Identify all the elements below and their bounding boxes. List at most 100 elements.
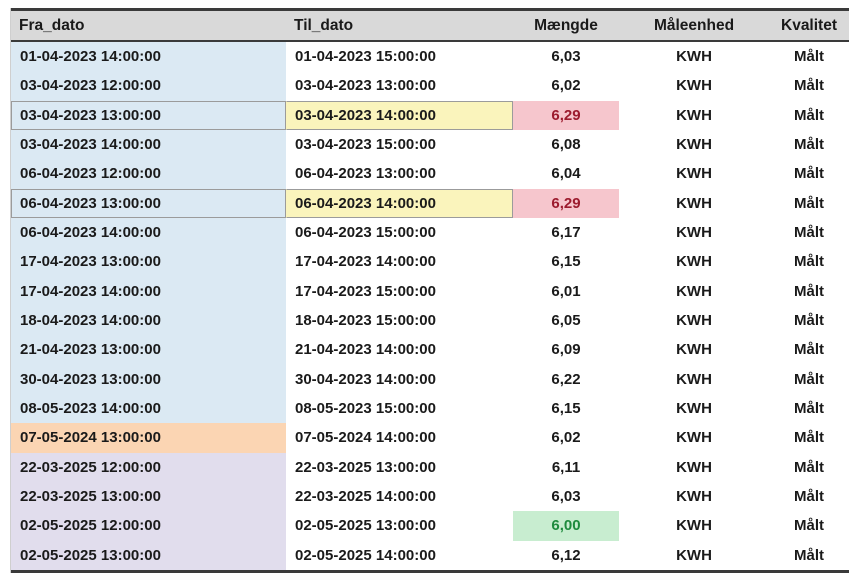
cell-maengde[interactable]: 6,04: [551, 165, 581, 183]
cell-til-dato[interactable]: 08-05-2023 15:00:00: [295, 400, 436, 418]
cell-til-dato[interactable]: 22-03-2025 13:00:00: [295, 458, 436, 476]
cell-kvalitet[interactable]: Målt: [794, 136, 824, 154]
cell-fra-dato[interactable]: 02-05-2025 12:00:00: [11, 511, 286, 541]
cell-kvalitet[interactable]: Målt: [794, 224, 824, 242]
cell-maengde[interactable]: 6,09: [551, 341, 581, 359]
cell-kvalitet[interactable]: Målt: [794, 341, 824, 359]
cell-kvalitet[interactable]: Målt: [794, 546, 824, 564]
cell-fra-dato[interactable]: 17-04-2023 13:00:00: [11, 247, 286, 277]
cell-til-dato[interactable]: 22-03-2025 14:00:00: [295, 488, 436, 506]
cell-maengde[interactable]: 6,02: [551, 429, 581, 447]
cell-maengde[interactable]: 6,03: [551, 48, 581, 66]
cell-fra-dato[interactable]: 22-03-2025 13:00:00: [11, 481, 286, 512]
cell-maaleenhed[interactable]: KWH: [676, 312, 712, 330]
cell-til-dato[interactable]: 01-04-2023 15:00:00: [295, 48, 436, 66]
cell-fra-dato[interactable]: 02-05-2025 13:00:00: [11, 540, 286, 570]
cell-maengde[interactable]: 6,00: [513, 511, 619, 541]
cell-kvalitet[interactable]: Målt: [794, 77, 824, 95]
cell-kvalitet[interactable]: Målt: [794, 106, 824, 124]
cell-til-dato[interactable]: 03-04-2023 14:00:00: [286, 100, 513, 130]
cell-maaleenhed[interactable]: KWH: [676, 194, 712, 212]
cell-maengde[interactable]: 6,12: [551, 546, 581, 564]
cell-fra-dato[interactable]: 03-04-2023 12:00:00: [11, 71, 286, 101]
cell-maengde[interactable]: 6,29: [513, 188, 619, 218]
cell-maaleenhed[interactable]: KWH: [676, 165, 712, 183]
cell-maaleenhed[interactable]: KWH: [676, 370, 712, 388]
cell-fra-dato[interactable]: 17-04-2023 14:00:00: [11, 276, 286, 306]
cell-fra-dato[interactable]: 01-04-2023 14:00:00: [11, 42, 286, 72]
cell-kvalitet[interactable]: Målt: [794, 517, 824, 535]
table-row: 01-04-2023 14:00:00 01-04-2023 15:00:00 …: [11, 42, 849, 72]
cell-fra-dato[interactable]: 06-04-2023 14:00:00: [11, 217, 286, 248]
cell-fra-dato[interactable]: 08-05-2023 14:00:00: [11, 393, 286, 424]
cell-til-dato[interactable]: 21-04-2023 14:00:00: [295, 341, 436, 359]
header-kvalitet[interactable]: Kvalitet: [781, 16, 837, 34]
cell-kvalitet[interactable]: Målt: [794, 165, 824, 183]
cell-fra-dato[interactable]: 07-05-2024 13:00:00: [11, 423, 286, 453]
cell-til-dato[interactable]: 07-05-2024 14:00:00: [295, 429, 436, 447]
cell-maaleenhed[interactable]: KWH: [676, 77, 712, 95]
cell-til-dato[interactable]: 02-05-2025 14:00:00: [295, 546, 436, 564]
cell-fra-dato[interactable]: 22-03-2025 12:00:00: [11, 452, 286, 482]
cell-til-dato[interactable]: 17-04-2023 14:00:00: [295, 253, 436, 271]
cell-til-dato[interactable]: 17-04-2023 15:00:00: [295, 282, 436, 300]
cell-maaleenhed[interactable]: KWH: [676, 517, 712, 535]
cell-maengde[interactable]: 6,29: [513, 100, 619, 130]
cell-til-dato[interactable]: 03-04-2023 15:00:00: [295, 136, 436, 154]
cell-maaleenhed[interactable]: KWH: [676, 224, 712, 242]
cell-maengde[interactable]: 6,15: [551, 400, 581, 418]
cell-maengde[interactable]: 6,02: [551, 77, 581, 95]
header-maengde[interactable]: Mængde: [534, 16, 598, 34]
cell-maengde[interactable]: 6,11: [551, 458, 581, 476]
cell-kvalitet[interactable]: Målt: [794, 370, 824, 388]
cell-fra-dato[interactable]: 06-04-2023 13:00:00: [11, 188, 286, 218]
cell-kvalitet[interactable]: Målt: [794, 48, 824, 66]
cell-til-dato[interactable]: 02-05-2025 13:00:00: [295, 517, 436, 535]
cell-maaleenhed[interactable]: KWH: [676, 253, 712, 271]
cell-til-dato[interactable]: 30-04-2023 14:00:00: [295, 370, 436, 388]
cell-til-dato[interactable]: 03-04-2023 13:00:00: [295, 77, 436, 95]
cell-maaleenhed[interactable]: KWH: [676, 341, 712, 359]
cell-maaleenhed[interactable]: KWH: [676, 282, 712, 300]
table-row: 17-04-2023 13:00:00 17-04-2023 14:00:00 …: [11, 247, 849, 277]
cell-maengde[interactable]: 6,08: [551, 136, 581, 154]
cell-kvalitet[interactable]: Målt: [794, 458, 824, 476]
cell-maengde[interactable]: 6,05: [551, 312, 581, 330]
cell-fra-dato[interactable]: 03-04-2023 13:00:00: [11, 100, 286, 130]
cell-til-dato[interactable]: 06-04-2023 13:00:00: [295, 165, 436, 183]
cell-til-dato[interactable]: 18-04-2023 15:00:00: [295, 312, 436, 330]
cell-maaleenhed[interactable]: KWH: [676, 106, 712, 124]
cell-maaleenhed[interactable]: KWH: [676, 48, 712, 66]
cell-maengde[interactable]: 6,03: [551, 488, 581, 506]
table-row: 30-04-2023 13:00:00 30-04-2023 14:00:00 …: [11, 364, 849, 394]
cell-kvalitet[interactable]: Målt: [794, 400, 824, 418]
cell-til-dato[interactable]: 06-04-2023 14:00:00: [286, 188, 513, 218]
cell-fra-dato[interactable]: 21-04-2023 13:00:00: [11, 335, 286, 365]
cell-maengde[interactable]: 6,15: [551, 253, 581, 271]
header-fra-dato[interactable]: Fra_dato: [19, 16, 85, 34]
cell-maaleenhed[interactable]: KWH: [676, 488, 712, 506]
cell-fra-dato[interactable]: 30-04-2023 13:00:00: [11, 364, 286, 394]
table-row: 07-05-2024 13:00:00 07-05-2024 14:00:00 …: [11, 423, 849, 453]
cell-kvalitet[interactable]: Målt: [794, 282, 824, 300]
cell-maaleenhed[interactable]: KWH: [676, 458, 712, 476]
cell-kvalitet[interactable]: Målt: [794, 194, 824, 212]
cell-maengde[interactable]: 6,01: [551, 282, 581, 300]
header-maaleenhed[interactable]: Måleenhed: [653, 16, 735, 34]
cell-maaleenhed[interactable]: KWH: [676, 136, 712, 154]
cell-fra-dato[interactable]: 03-04-2023 14:00:00: [11, 129, 286, 160]
header-til-dato[interactable]: Til_dato: [294, 16, 354, 34]
cell-maengde[interactable]: 6,17: [551, 224, 581, 242]
cell-kvalitet[interactable]: Målt: [794, 312, 824, 330]
cell-kvalitet[interactable]: Målt: [794, 429, 824, 447]
cell-til-dato[interactable]: 06-04-2023 15:00:00: [295, 224, 436, 242]
cell-kvalitet[interactable]: Målt: [794, 488, 824, 506]
cell-kvalitet[interactable]: Målt: [794, 253, 824, 271]
cell-fra-dato[interactable]: 06-04-2023 12:00:00: [11, 159, 286, 189]
cell-maaleenhed[interactable]: KWH: [676, 546, 712, 564]
cell-maaleenhed[interactable]: KWH: [676, 429, 712, 447]
cell-maengde[interactable]: 6,22: [551, 370, 581, 388]
cell-fra-dato[interactable]: 18-04-2023 14:00:00: [11, 305, 286, 336]
cell-maaleenhed[interactable]: KWH: [676, 400, 712, 418]
measurement-table: Fra_dato Til_dato Mængde Måleenhed Kvalitet …: [10, 8, 849, 573]
